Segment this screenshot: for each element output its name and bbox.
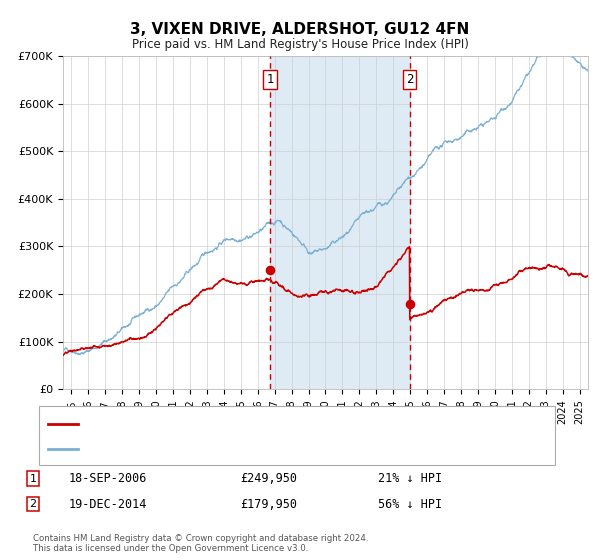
Text: 21% ↓ HPI: 21% ↓ HPI [378,472,442,486]
Text: Contains HM Land Registry data © Crown copyright and database right 2024.
This d: Contains HM Land Registry data © Crown c… [33,534,368,553]
Text: 3, VIXEN DRIVE, ALDERSHOT, GU12 4FN: 3, VIXEN DRIVE, ALDERSHOT, GU12 4FN [130,22,470,38]
Bar [270,56,410,389]
Point [265,266,275,275]
Text: 1: 1 [266,73,274,86]
Text: 19-DEC-2014: 19-DEC-2014 [69,497,148,511]
Text: 3, VIXEN DRIVE, ALDERSHOT, GU12 4FN (detached house): 3, VIXEN DRIVE, ALDERSHOT, GU12 4FN (det… [84,419,388,429]
Text: 2: 2 [406,73,413,86]
Point [405,299,415,308]
Text: 56% ↓ HPI: 56% ↓ HPI [378,497,442,511]
Text: 1: 1 [29,474,37,484]
Text: 18-SEP-2006: 18-SEP-2006 [69,472,148,486]
Text: £179,950: £179,950 [240,497,297,511]
Text: Price paid vs. HM Land Registry's House Price Index (HPI): Price paid vs. HM Land Registry's House … [131,38,469,50]
Text: £249,950: £249,950 [240,472,297,486]
Text: HPI: Average price, detached house, Rushmoor: HPI: Average price, detached house, Rush… [84,444,329,454]
Text: 2: 2 [29,499,37,509]
